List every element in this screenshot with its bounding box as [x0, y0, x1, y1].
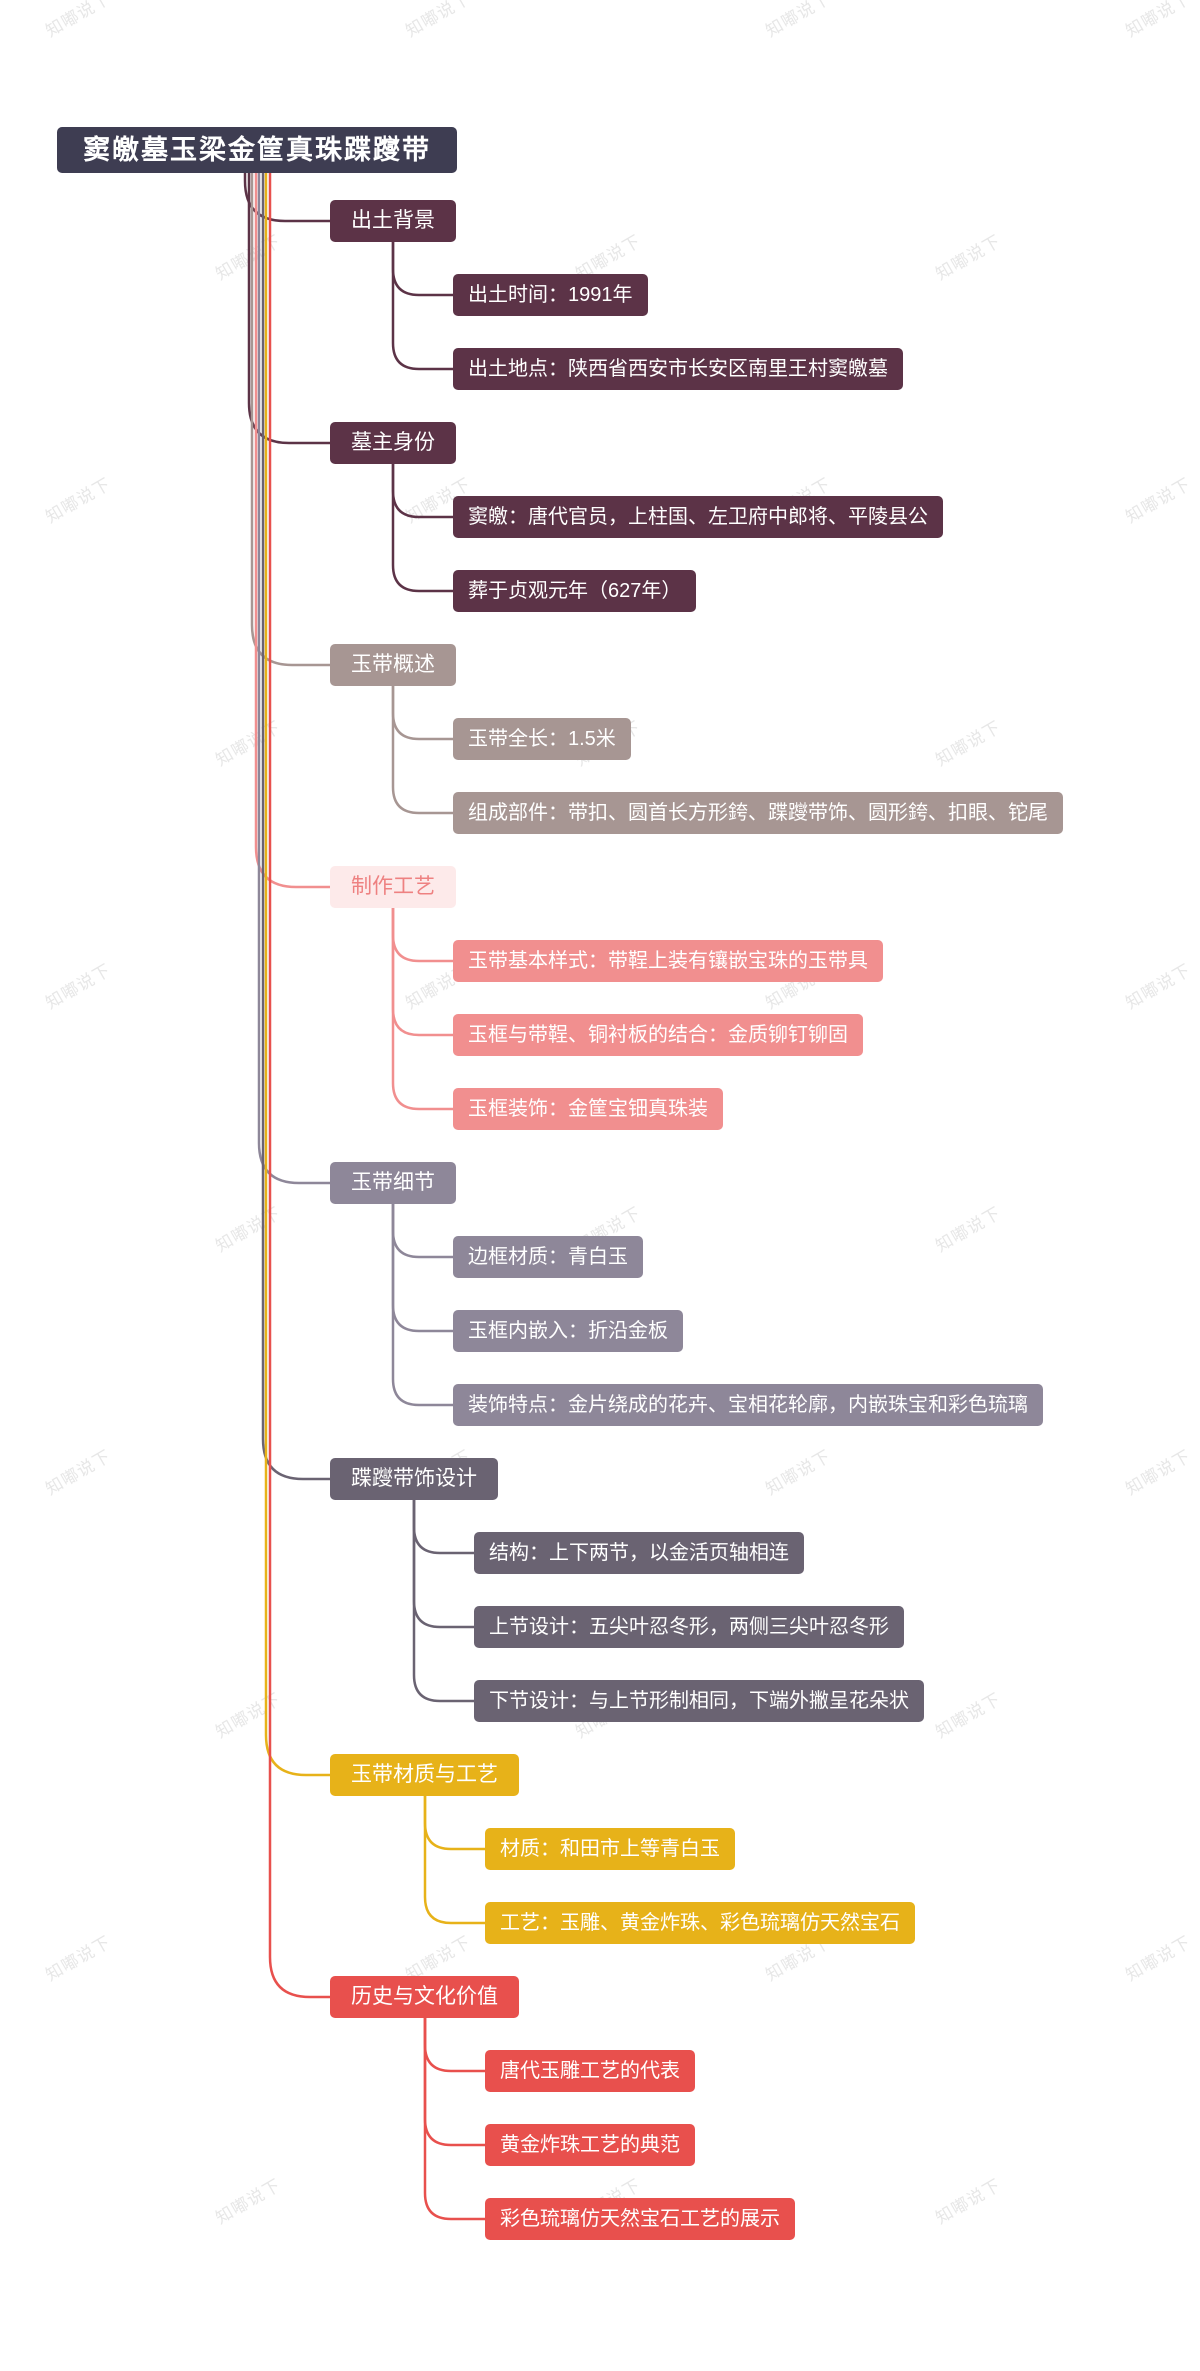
subtopic[interactable]: 唐代玉雕工艺的代表 [485, 2050, 695, 2092]
connector-line [423, 2016, 487, 2073]
branch-topic-1[interactable]: 出土背景 [330, 200, 456, 242]
subtopic[interactable]: 黄金炸珠工艺的典范 [485, 2124, 695, 2166]
subtopic[interactable]: 下节设计：与上节形制相同，下端外撇呈花朵状 [474, 1680, 924, 1722]
subtopic[interactable]: 玉框与带鞓、铜衬板的结合：金质铆钉铆固 [453, 1014, 863, 1056]
branch-topic-7[interactable]: 玉带材质与工艺 [330, 1754, 519, 1796]
connector-line [391, 684, 455, 815]
branch-topic-3[interactable]: 玉带概述 [330, 644, 456, 686]
connector-line [264, 171, 332, 1777]
branch-topic-8[interactable]: 历史与文化价值 [330, 1976, 519, 2018]
connector-line [391, 1202, 455, 1259]
subtopic[interactable]: 材质：和田市上等青白玉 [485, 1828, 735, 1870]
connector-line [391, 906, 455, 1037]
connector-line [391, 462, 455, 593]
connector-line [423, 1794, 487, 1851]
subtopic[interactable]: 玉框内嵌入：折沿金板 [453, 1310, 683, 1352]
connector-line [391, 906, 455, 963]
connector-line [391, 1202, 455, 1333]
connector-line [391, 462, 455, 519]
subtopic[interactable]: 出土地点：陕西省西安市长安区南里王村窦皦墓 [453, 348, 903, 390]
connector-line [391, 240, 455, 297]
connector-line [268, 171, 332, 1999]
subtopic[interactable]: 装饰特点：金片绕成的花卉、宝相花轮廓，内嵌珠宝和彩色琉璃 [453, 1384, 1043, 1426]
subtopic[interactable]: 工艺：玉雕、黄金炸珠、彩色琉璃仿天然宝石 [485, 1902, 915, 1944]
subtopic[interactable]: 玉带全长：1.5米 [453, 718, 631, 760]
subtopic[interactable]: 边框材质：青白玉 [453, 1236, 643, 1278]
connector-line [391, 906, 455, 1111]
connector-line [412, 1498, 476, 1629]
connector-line [391, 240, 455, 371]
connector-line [261, 171, 332, 1481]
connector-line [391, 684, 455, 741]
branch-topic-5[interactable]: 玉带细节 [330, 1162, 456, 1204]
connector-line [247, 171, 332, 445]
subtopic[interactable]: 玉带基本样式：带鞓上装有镶嵌宝珠的玉带具 [453, 940, 883, 982]
subtopic[interactable]: 上节设计：五尖叶忍冬形，两侧三尖叶忍冬形 [474, 1606, 904, 1648]
subtopic[interactable]: 彩色琉璃仿天然宝石工艺的展示 [485, 2198, 795, 2240]
connector-line [423, 1794, 487, 1925]
connector-line [423, 2016, 487, 2221]
subtopic[interactable]: 玉框装饰：金筐宝钿真珠装 [453, 1088, 723, 1130]
subtopic[interactable]: 窦皦：唐代官员，上柱国、左卫府中郎将、平陵县公 [453, 496, 943, 538]
root-topic[interactable]: 窦皦墓玉梁金筐真珠蹀躞带 [57, 127, 457, 173]
connector-line [412, 1498, 476, 1555]
subtopic[interactable]: 组成部件：带扣、圆首长方形銙、蹀躞带饰、圆形銙、扣眼、铊尾 [453, 792, 1063, 834]
subtopic[interactable]: 葬于贞观元年（627年） [453, 570, 697, 612]
connector-line [423, 2016, 487, 2147]
branch-topic-6[interactable]: 蹀躞带饰设计 [330, 1458, 498, 1500]
branch-topic-4[interactable]: 制作工艺 [330, 866, 456, 908]
connector-line [412, 1498, 476, 1703]
branch-topic-2[interactable]: 墓主身份 [330, 422, 456, 464]
connector-line [391, 1202, 455, 1407]
subtopic[interactable]: 结构：上下两节，以金活页轴相连 [474, 1532, 804, 1574]
subtopic[interactable]: 出土时间：1991年 [453, 274, 648, 316]
